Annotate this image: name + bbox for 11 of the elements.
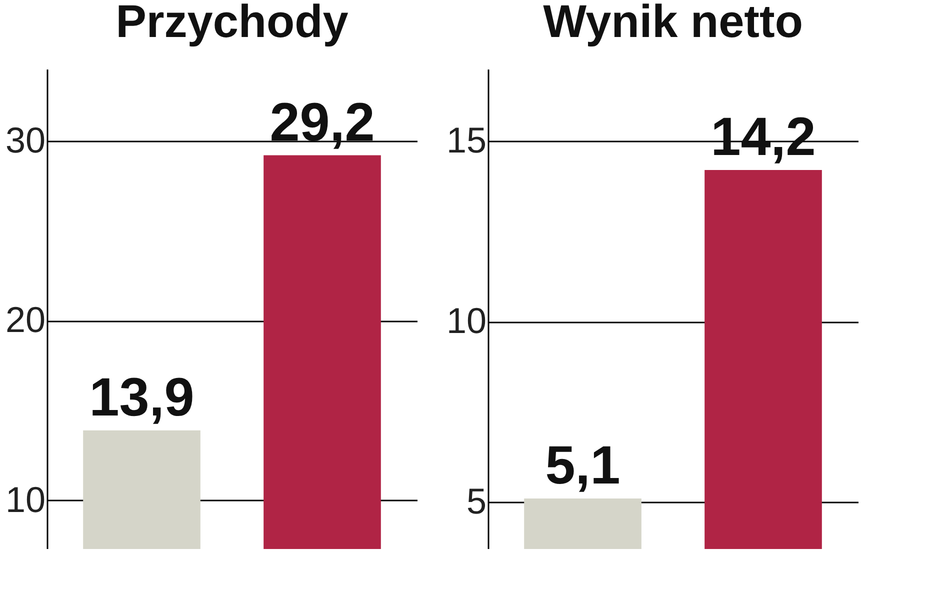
data-label: 5,1: [545, 435, 620, 496]
data-label: 13,9: [89, 367, 194, 428]
y-tick-label: 20: [5, 299, 46, 340]
data-label: 29,2: [270, 92, 375, 152]
y-tick-label: 15: [446, 120, 486, 161]
y-tick-label: 10: [5, 478, 46, 520]
chart-title: Wynik netto: [543, 0, 803, 47]
chart-title: Przychody: [116, 0, 349, 47]
y-tick-label: 10: [446, 300, 486, 342]
y-tick-label: 30: [5, 119, 46, 160]
y-tick-label: 5: [466, 480, 486, 522]
